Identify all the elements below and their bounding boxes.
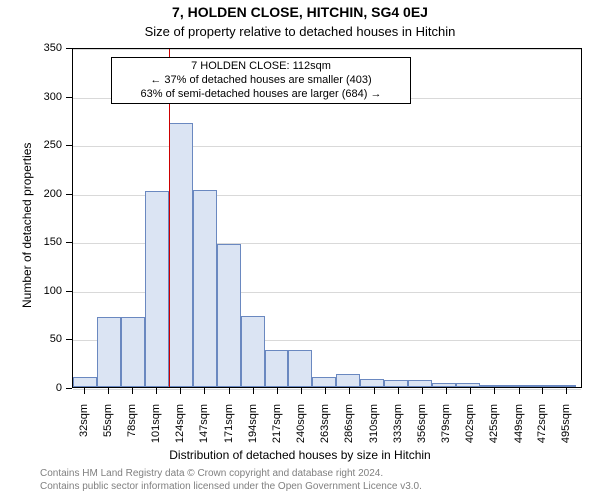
- y-tick: [66, 145, 72, 146]
- x-tick-label: 263sqm: [319, 404, 331, 459]
- x-tick-label: 472sqm: [536, 404, 548, 459]
- x-tick: [446, 388, 447, 394]
- x-tick: [494, 388, 495, 394]
- x-tick-label: 402sqm: [464, 404, 476, 459]
- y-tick: [66, 97, 72, 98]
- y-tick-label: 250: [32, 139, 62, 151]
- histogram-bar: [145, 191, 169, 387]
- histogram-bar: [360, 379, 384, 387]
- plot-area: 7 HOLDEN CLOSE: 112sqm ← 37% of detached…: [72, 48, 582, 388]
- x-tick-label: 333sqm: [392, 404, 404, 459]
- histogram-bar: [193, 190, 217, 387]
- y-tick-label: 50: [32, 333, 62, 345]
- annotation-box: 7 HOLDEN CLOSE: 112sqm ← 37% of detached…: [111, 57, 411, 104]
- x-tick: [398, 388, 399, 394]
- x-tick: [374, 388, 375, 394]
- x-tick: [519, 388, 520, 394]
- x-tick: [542, 388, 543, 394]
- histogram-bar: [73, 377, 97, 387]
- x-tick: [132, 388, 133, 394]
- x-tick-label: 55sqm: [102, 404, 114, 459]
- y-tick-label: 100: [32, 285, 62, 297]
- x-tick-label: 171sqm: [223, 404, 235, 459]
- x-tick: [84, 388, 85, 394]
- y-tick: [66, 291, 72, 292]
- histogram-bar: [265, 350, 289, 387]
- x-tick: [277, 388, 278, 394]
- x-tick-label: 217sqm: [271, 404, 283, 459]
- footer-line-2: Contains public sector information licen…: [40, 481, 422, 494]
- histogram-bar: [288, 350, 312, 387]
- histogram-bar: [456, 383, 480, 387]
- x-tick-label: 124sqm: [174, 404, 186, 459]
- histogram-bar: [169, 123, 193, 387]
- chart-title: 7, HOLDEN CLOSE, HITCHIN, SG4 0EJ: [0, 4, 600, 20]
- histogram-bar: [217, 244, 241, 387]
- y-tick-label: 150: [32, 236, 62, 248]
- annotation-line-2: ← 37% of detached houses are smaller (40…: [118, 74, 404, 88]
- histogram-bar: [432, 383, 456, 387]
- histogram-bar: [241, 316, 265, 387]
- histogram-bar: [480, 385, 504, 387]
- x-tick: [253, 388, 254, 394]
- histogram-bar: [336, 374, 360, 387]
- histogram-bar: [97, 317, 121, 387]
- y-tick-label: 200: [32, 188, 62, 200]
- histogram-bar: [121, 317, 145, 387]
- x-tick-label: 101sqm: [150, 404, 162, 459]
- x-tick: [470, 388, 471, 394]
- x-tick: [156, 388, 157, 394]
- gridline: [73, 389, 581, 390]
- x-tick: [108, 388, 109, 394]
- x-tick-label: 495sqm: [560, 404, 572, 459]
- y-axis-label: Number of detached properties: [20, 143, 34, 308]
- y-tick: [66, 388, 72, 389]
- x-tick-label: 32sqm: [78, 404, 90, 459]
- x-tick: [180, 388, 181, 394]
- x-tick: [204, 388, 205, 394]
- y-tick-label: 0: [32, 382, 62, 394]
- annotation-line-1: 7 HOLDEN CLOSE: 112sqm: [118, 60, 404, 74]
- y-tick: [66, 194, 72, 195]
- x-tick-label: 425sqm: [488, 404, 500, 459]
- x-tick: [422, 388, 423, 394]
- x-tick: [229, 388, 230, 394]
- histogram-bar: [504, 385, 528, 387]
- x-tick: [301, 388, 302, 394]
- y-tick: [66, 339, 72, 340]
- x-tick: [325, 388, 326, 394]
- x-tick: [566, 388, 567, 394]
- x-tick-label: 147sqm: [198, 404, 210, 459]
- x-tick-label: 379sqm: [440, 404, 452, 459]
- y-tick: [66, 48, 72, 49]
- y-tick-label: 350: [32, 42, 62, 54]
- annotation-line-3: 63% of semi-detached houses are larger (…: [118, 88, 404, 102]
- y-tick: [66, 242, 72, 243]
- histogram-bar: [408, 380, 432, 387]
- x-tick-label: 194sqm: [247, 404, 259, 459]
- x-tick-label: 78sqm: [126, 404, 138, 459]
- x-tick: [349, 388, 350, 394]
- x-tick-label: 356sqm: [416, 404, 428, 459]
- x-tick-label: 449sqm: [513, 404, 525, 459]
- x-tick-label: 310sqm: [368, 404, 380, 459]
- histogram-bar: [384, 380, 408, 387]
- footer-text: Contains HM Land Registry data © Crown c…: [40, 468, 422, 493]
- y-tick-label: 300: [32, 91, 62, 103]
- x-tick-label: 240sqm: [295, 404, 307, 459]
- chart-subtitle: Size of property relative to detached ho…: [0, 24, 600, 39]
- x-tick-label: 286sqm: [343, 404, 355, 459]
- histogram-bar: [312, 377, 336, 387]
- histogram-bar: [528, 385, 552, 387]
- footer-line-1: Contains HM Land Registry data © Crown c…: [40, 468, 422, 481]
- histogram-bar: [552, 385, 576, 387]
